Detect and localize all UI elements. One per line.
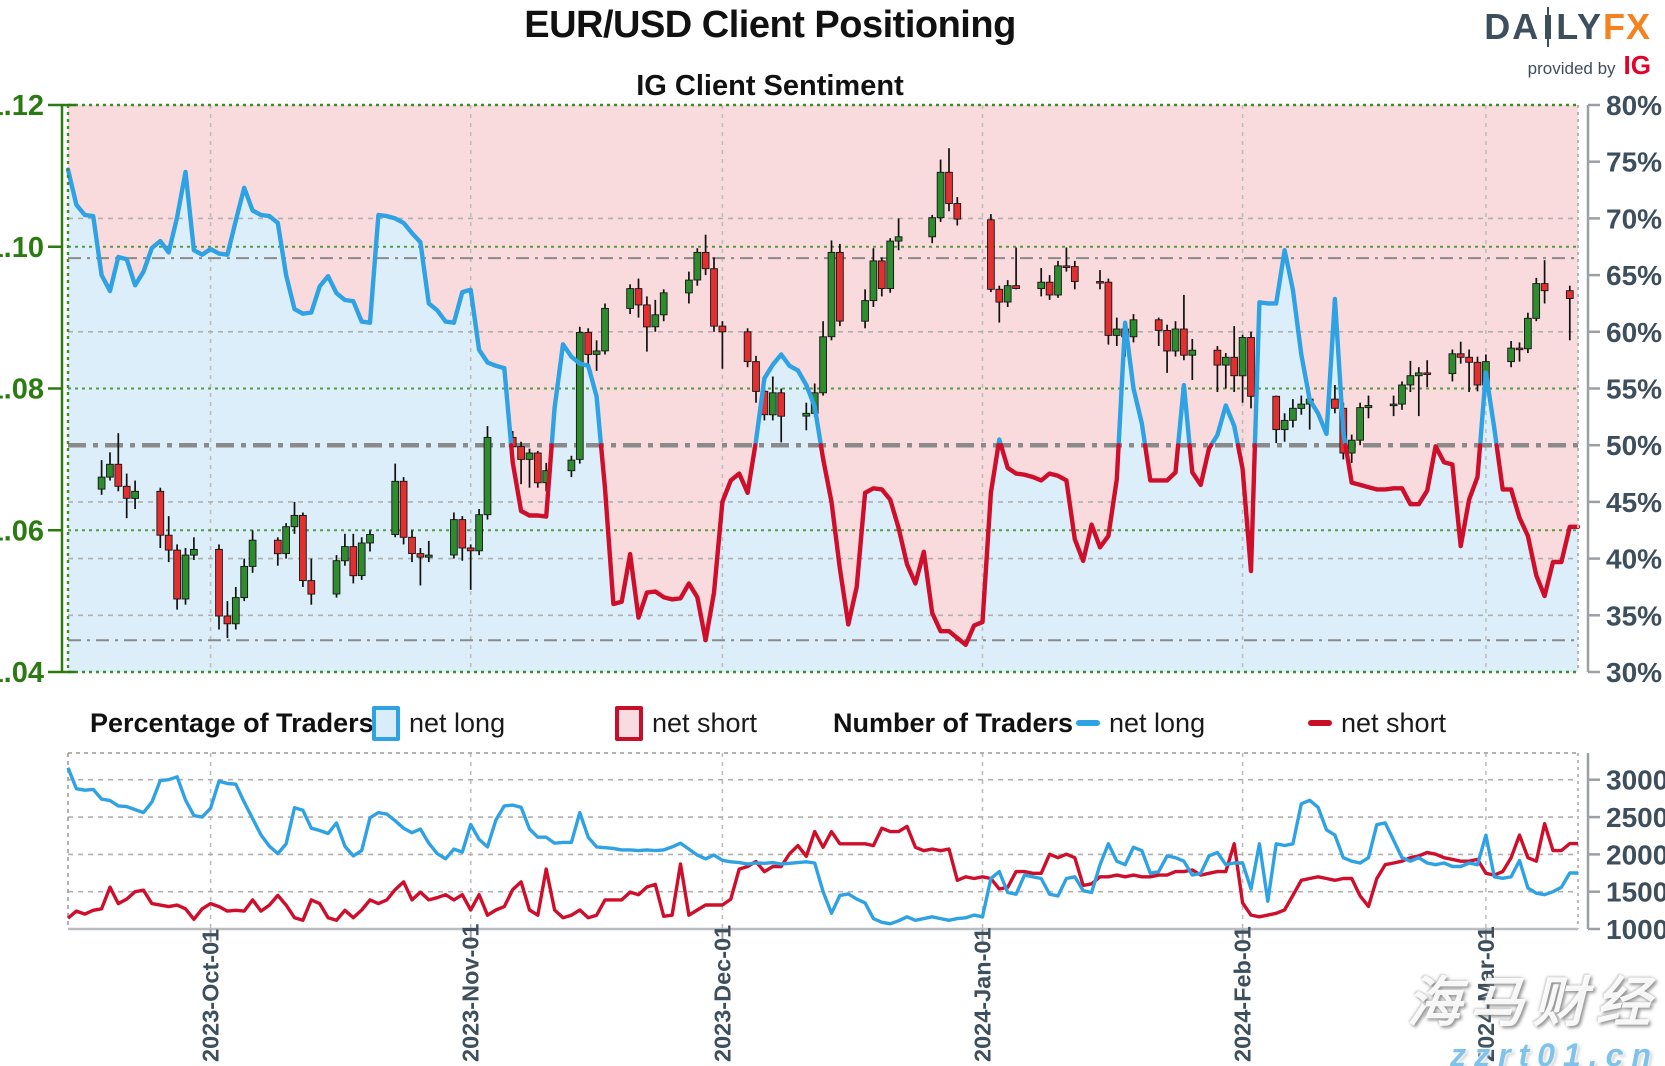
svg-text:45%: 45%	[1606, 487, 1662, 518]
date-axis: 2023-Oct-01 2023-Nov-01 2023-Dec-01 2024-Ja…	[198, 924, 1499, 1062]
svg-text:50%: 50%	[1606, 430, 1662, 461]
svg-text:1.06: 1.06	[0, 515, 44, 547]
traders-panel: 3000 2500 2000 1500 1000	[66, 752, 1665, 945]
sentiment-line	[65, 167, 1581, 647]
logo-text-fx: FX	[1602, 6, 1651, 47]
svg-text:2024-Jan-01: 2024-Jan-01	[970, 927, 996, 1062]
net-short-swatch-icon	[615, 705, 643, 741]
svg-text:1.12: 1.12	[0, 90, 44, 122]
logo-text-ly: LY	[1556, 6, 1603, 47]
svg-text:75%: 75%	[1606, 147, 1662, 178]
svg-text:2023-Nov-01: 2023-Nov-01	[458, 924, 484, 1062]
legend-pct-net-short[interactable]: net short	[615, 700, 757, 746]
page-title: EUR/USD Client Positioning	[524, 4, 1016, 46]
header: EUR/USD Client Positioning	[0, 4, 1540, 47]
price-axis: 1.12 1.10 1.08 1.06 1.04	[0, 90, 76, 689]
svg-text:80%: 80%	[1606, 90, 1662, 121]
svg-text:35%: 35%	[1606, 600, 1662, 631]
svg-text:30%: 30%	[1606, 657, 1662, 688]
legend-num-net-short[interactable]: net short	[1308, 700, 1446, 746]
svg-text:1.08: 1.08	[0, 374, 44, 406]
legend-num-header: Number of Traders	[833, 707, 1074, 738]
traders-net-short-line	[66, 821, 1578, 922]
logo-brand-row: DA LY FX	[1484, 6, 1651, 48]
ig-logo: IG	[1623, 50, 1651, 80]
svg-text:60%: 60%	[1606, 317, 1662, 348]
svg-text:1.04: 1.04	[0, 657, 44, 689]
provided-by-label: provided by	[1527, 59, 1616, 78]
svg-text:70%: 70%	[1606, 203, 1662, 234]
svg-text:65%: 65%	[1606, 260, 1662, 291]
svg-text:2024-Mar-01: 2024-Mar-01	[1473, 926, 1499, 1062]
chart-legend: Percentage of Traders net long net short…	[0, 700, 1665, 746]
logo-text-da: DA	[1484, 6, 1541, 47]
net-long-line-icon	[1076, 720, 1100, 726]
page-subtitle: IG Client Sentiment	[636, 70, 904, 102]
legend-pct-net-long[interactable]: net long	[372, 700, 505, 746]
candlesticks	[97, 148, 1574, 638]
svg-text:3000: 3000	[1606, 765, 1665, 796]
svg-text:1500: 1500	[1606, 877, 1665, 908]
svg-text:1000: 1000	[1606, 914, 1665, 945]
svg-text:2023-Oct-01: 2023-Oct-01	[198, 929, 224, 1062]
svg-text:2000: 2000	[1606, 839, 1665, 870]
logo-subrow: provided by IG	[1484, 50, 1651, 81]
legend-pct-header: Percentage of Traders	[90, 707, 374, 738]
dailyfx-logo: DA LY FX provided by IG	[1484, 6, 1651, 81]
svg-text:2024-Feb-01: 2024-Feb-01	[1230, 926, 1256, 1062]
svg-text:55%: 55%	[1606, 374, 1662, 405]
net-short-line-icon	[1308, 720, 1332, 726]
percent-axis: 80% 75% 70% 65% 60% 55% 50% 45% 40% 35% 30%	[1586, 90, 1662, 688]
legend-num-net-long[interactable]: net long	[1076, 700, 1205, 746]
svg-text:1.10: 1.10	[0, 232, 44, 264]
traders-net-long-line	[66, 767, 1578, 926]
net-long-swatch-icon	[372, 705, 400, 741]
svg-text:2500: 2500	[1606, 802, 1665, 833]
svg-text:2023-Dec-01: 2023-Dec-01	[709, 925, 735, 1062]
svg-text:40%: 40%	[1606, 544, 1662, 575]
candlestick-icon	[1545, 7, 1552, 47]
